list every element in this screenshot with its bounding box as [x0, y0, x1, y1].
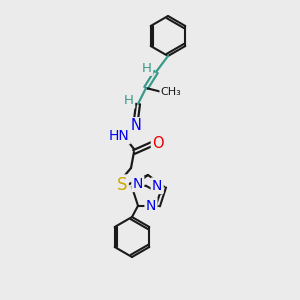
Text: H: H: [124, 94, 134, 107]
Text: N: N: [130, 118, 141, 134]
Text: N: N: [133, 177, 143, 191]
Text: S: S: [117, 176, 127, 194]
Text: CH₃: CH₃: [160, 87, 182, 97]
Text: N: N: [152, 179, 162, 193]
Text: N: N: [146, 199, 156, 213]
Text: O: O: [152, 136, 164, 152]
Text: HN: HN: [109, 129, 129, 143]
Text: H: H: [142, 61, 152, 74]
